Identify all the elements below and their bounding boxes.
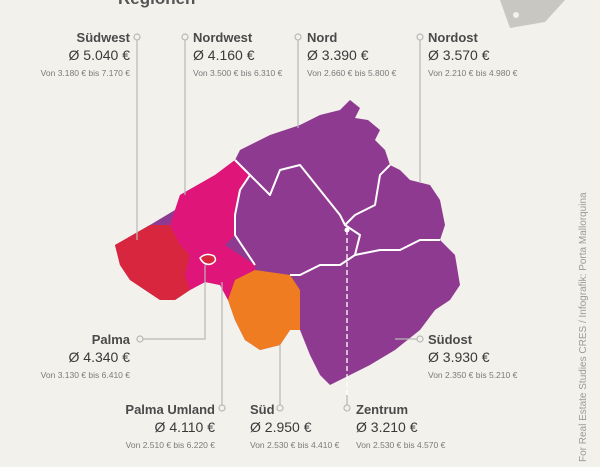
island-base <box>115 100 460 385</box>
leader-dot <box>181 33 189 41</box>
region-nordwest <box>170 160 250 255</box>
region-range: Von 3.180 € bis 7.170 € <box>41 68 131 78</box>
leader-dot <box>136 335 144 343</box>
leaders <box>133 33 424 412</box>
zentrum-dot <box>344 227 350 233</box>
map <box>115 100 460 395</box>
region-range: Von 2.660 € bis 5.800 € <box>307 68 397 78</box>
region-average: Ø 3.390 € <box>307 47 369 63</box>
region-average: Ø 4.340 € <box>69 349 131 365</box>
leader-dot <box>343 404 351 412</box>
region-range: Von 2.510 € bis 6.220 € <box>126 440 216 450</box>
region-range: Von 2.350 € bis 5.210 € <box>428 370 518 380</box>
region-name: Südwest <box>77 30 131 45</box>
region-name: Südost <box>428 332 473 347</box>
region-name: Palma <box>92 332 131 347</box>
region-average: Ø 2.950 € <box>250 419 312 435</box>
region-average: Ø 4.110 € <box>155 419 216 435</box>
region-name: Süd <box>250 402 275 417</box>
region-range: Von 2.530 € bis 4.410 € <box>250 440 340 450</box>
labels: Südwest Ø 5.040 € Von 3.180 € bis 7.170 … <box>41 30 518 450</box>
region-range: Von 2.530 € bis 4.570 € <box>356 440 446 450</box>
leader-dot <box>294 33 302 41</box>
region-average: Ø 3.930 € <box>428 349 490 365</box>
leader-dot <box>416 335 424 343</box>
region-range: Von 3.130 € bis 6.410 € <box>41 370 131 380</box>
tag-icon <box>500 0 565 28</box>
region-name: Nordwest <box>193 30 253 45</box>
leader-dot <box>276 404 284 412</box>
region-sued <box>228 270 300 350</box>
credit: For Real Estate Studies CRES / Infografi… <box>578 192 589 462</box>
region-name: Zentrum <box>356 402 408 417</box>
region-name: Palma Umland <box>125 402 215 417</box>
border <box>290 224 361 276</box>
region-name: Nordost <box>428 30 479 45</box>
leader <box>140 265 206 340</box>
region-average: Ø 3.570 € <box>428 47 490 63</box>
border <box>234 159 391 226</box>
region-range: Von 2.210 € bis 4.980 € <box>428 68 518 78</box>
region-palma <box>199 253 217 266</box>
border <box>234 174 256 266</box>
region-name: Nord <box>307 30 337 45</box>
leader-dot <box>133 33 141 41</box>
region-range: Von 3.500 € bis 6.310 € <box>193 68 283 78</box>
leader-dot <box>218 404 226 412</box>
leader-dot <box>416 33 424 41</box>
region-suedwest <box>115 225 190 300</box>
region-average: Ø 4.160 € <box>193 47 255 63</box>
region-average: Ø 3.210 € <box>356 419 418 435</box>
title: Regionen <box>118 0 195 8</box>
border <box>354 239 440 256</box>
region-average: Ø 5.040 € <box>69 47 131 63</box>
